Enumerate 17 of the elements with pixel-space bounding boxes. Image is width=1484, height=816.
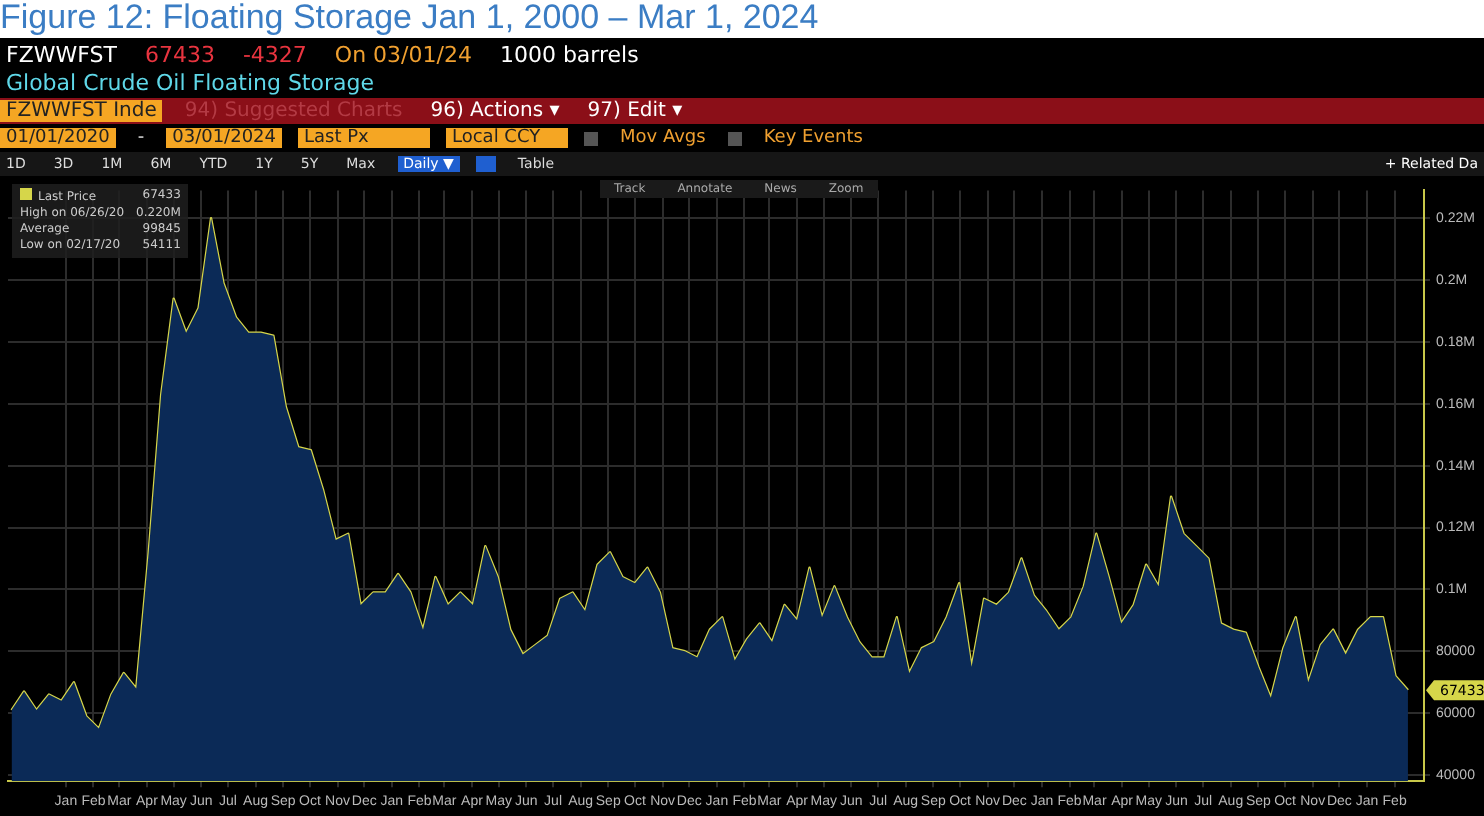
text: 97) Edit ▾ [585, 100, 685, 122]
chart-title: Figure 12: Floating Storage Jan 1, 2000 – Mar 1, 2024 [0, 0, 1484, 38]
text: On 03/01/24 [332, 42, 474, 68]
text: 1000 barrels [497, 42, 641, 68]
text: 01/01/2020 [0, 128, 116, 148]
text: FZWWFST [4, 42, 119, 68]
text: 03/01/2024 [166, 128, 282, 148]
text: FZWWFST Inde [0, 100, 163, 122]
text: Mov Avgs [618, 128, 708, 148]
text: 67433 [142, 42, 217, 68]
text: Local CCY [446, 128, 568, 148]
text: -4327 [240, 42, 309, 68]
text: Global Crude Oil Floating Storage [4, 69, 376, 95]
text: 96) Actions ▾ [428, 100, 562, 122]
text: - [135, 128, 147, 148]
text: Last Px [298, 128, 430, 148]
text: Key Events [761, 128, 865, 148]
